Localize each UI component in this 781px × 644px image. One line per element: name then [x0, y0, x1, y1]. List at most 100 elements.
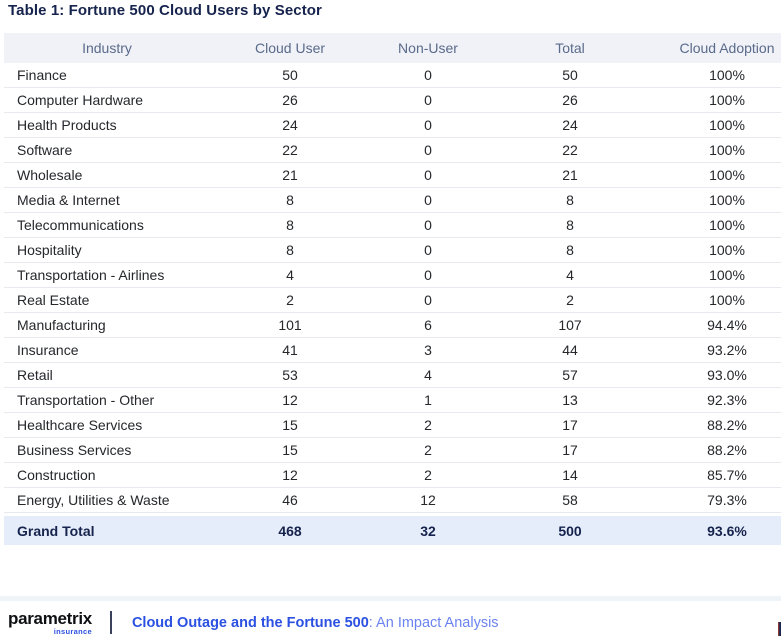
value-cell: 500: [486, 513, 654, 545]
value-cell: 50: [210, 63, 370, 88]
footer-vertical-divider: [109, 611, 112, 635]
industry-cell: Transportation - Other: [4, 388, 210, 413]
value-cell: 57: [486, 363, 654, 388]
value-cell: 8: [486, 213, 654, 238]
value-cell: 50: [486, 63, 654, 88]
column-header: Cloud User: [210, 33, 370, 63]
column-header: Cloud Adoption: [654, 33, 781, 63]
value-cell: 100%: [654, 163, 781, 188]
table-row: Computer Hardware 26 0 26 100%: [4, 88, 781, 113]
industry-cell: Hospitality: [4, 238, 210, 263]
value-cell: 0: [370, 263, 486, 288]
report-title: Cloud Outage and the Fortune 500: An Imp…: [132, 615, 499, 631]
value-cell: 4: [210, 263, 370, 288]
value-cell: 100%: [654, 63, 781, 88]
table-header-row: Industry Cloud User Non-User Total Cloud Ado…: [4, 33, 781, 63]
industry-cell: Transportation - Airlines: [4, 263, 210, 288]
table-row: Wholesale 21 0 21 100%: [4, 163, 781, 188]
industry-cell: Retail: [4, 363, 210, 388]
value-cell: 8: [210, 238, 370, 263]
table-body: Finance 50 0 50 100% Computer Hardware 26 0 26 10…: [4, 63, 781, 513]
value-cell: 92.3%: [654, 388, 781, 413]
table-row: Insurance 41 3 44 93.2%: [4, 338, 781, 363]
column-header: Total: [486, 33, 654, 63]
value-cell: 0: [370, 88, 486, 113]
table-row: Real Estate 2 0 2 100%: [4, 288, 781, 313]
value-cell: 58: [486, 488, 654, 513]
value-cell: 88.2%: [654, 413, 781, 438]
value-cell: 100%: [654, 213, 781, 238]
value-cell: 100%: [654, 88, 781, 113]
value-cell: 88.2%: [654, 438, 781, 463]
value-cell: 0: [370, 63, 486, 88]
value-cell: 100%: [654, 238, 781, 263]
value-cell: 0: [370, 213, 486, 238]
column-header: Industry: [4, 33, 210, 63]
value-cell: 2: [486, 288, 654, 313]
value-cell: 14: [486, 463, 654, 488]
parametrix-logo: parametrix insurance: [8, 610, 92, 636]
industry-cell: Telecommunications: [4, 213, 210, 238]
value-cell: 8: [210, 188, 370, 213]
industry-cell: Construction: [4, 463, 210, 488]
value-cell: 44: [486, 338, 654, 363]
industry-cell: Manufacturing: [4, 313, 210, 338]
value-cell: 41: [210, 338, 370, 363]
value-cell: 100%: [654, 263, 781, 288]
column-header: Non-User: [370, 33, 486, 63]
value-cell: 21: [486, 163, 654, 188]
report-title-main: Cloud Outage and the Fortune 500: [131, 614, 369, 631]
value-cell: 2: [210, 288, 370, 313]
table-row: Finance 50 0 50 100%: [4, 63, 781, 88]
industry-cell: Wholesale: [4, 163, 210, 188]
value-cell: 0: [370, 113, 486, 138]
table-title: Table 1: Fortune 500 Cloud Users by Sect…: [8, 2, 322, 19]
value-cell: 100%: [654, 288, 781, 313]
value-cell: 15: [210, 413, 370, 438]
table-row: Telecommunications 8 0 8 100%: [4, 213, 781, 238]
value-cell: 17: [486, 413, 654, 438]
industry-cell: Healthcare Services: [4, 413, 210, 438]
value-cell: 2: [370, 463, 486, 488]
table-row: Manufacturing 101 6 107 94.4%: [4, 313, 781, 338]
logo-wordmark: parametrix: [8, 609, 92, 628]
value-cell: 100%: [654, 138, 781, 163]
value-cell: 21: [210, 163, 370, 188]
value-cell: 8: [210, 213, 370, 238]
value-cell: 13: [486, 388, 654, 413]
value-cell: 53: [210, 363, 370, 388]
table-row: Healthcare Services 15 2 17 88.2%: [4, 413, 781, 438]
table-row: Media & Internet 8 0 8 100%: [4, 188, 781, 213]
value-cell: 24: [210, 113, 370, 138]
value-cell: 6: [370, 313, 486, 338]
industry-cell: Business Services: [4, 438, 210, 463]
value-cell: 0: [370, 288, 486, 313]
cutoff-edge-mark: [778, 622, 781, 636]
grand-total-row: Grand Total 468 32 500 93.6%: [4, 513, 781, 545]
value-cell: 8: [486, 188, 654, 213]
value-cell: 32: [370, 513, 486, 545]
footer-divider-band: [0, 596, 781, 601]
value-cell: 22: [210, 138, 370, 163]
value-cell: 26: [210, 88, 370, 113]
value-cell: 100%: [654, 188, 781, 213]
value-cell: 0: [370, 163, 486, 188]
value-cell: 0: [370, 138, 486, 163]
table-row: Transportation - Other 12 1 13 92.3%: [4, 388, 781, 413]
industry-cell: Finance: [4, 63, 210, 88]
value-cell: 107: [486, 313, 654, 338]
table-row: Health Products 24 0 24 100%: [4, 113, 781, 138]
industry-cell: Grand Total: [4, 513, 210, 545]
value-cell: 93.2%: [654, 338, 781, 363]
value-cell: 3: [370, 338, 486, 363]
value-cell: 0: [370, 188, 486, 213]
value-cell: 46: [210, 488, 370, 513]
value-cell: 4: [370, 363, 486, 388]
value-cell: 1: [370, 388, 486, 413]
data-table-container: Industry Cloud User Non-User Total Cloud Ado…: [4, 33, 781, 545]
value-cell: 17: [486, 438, 654, 463]
value-cell: 0: [370, 238, 486, 263]
value-cell: 93.6%: [654, 513, 781, 545]
value-cell: 8: [486, 238, 654, 263]
